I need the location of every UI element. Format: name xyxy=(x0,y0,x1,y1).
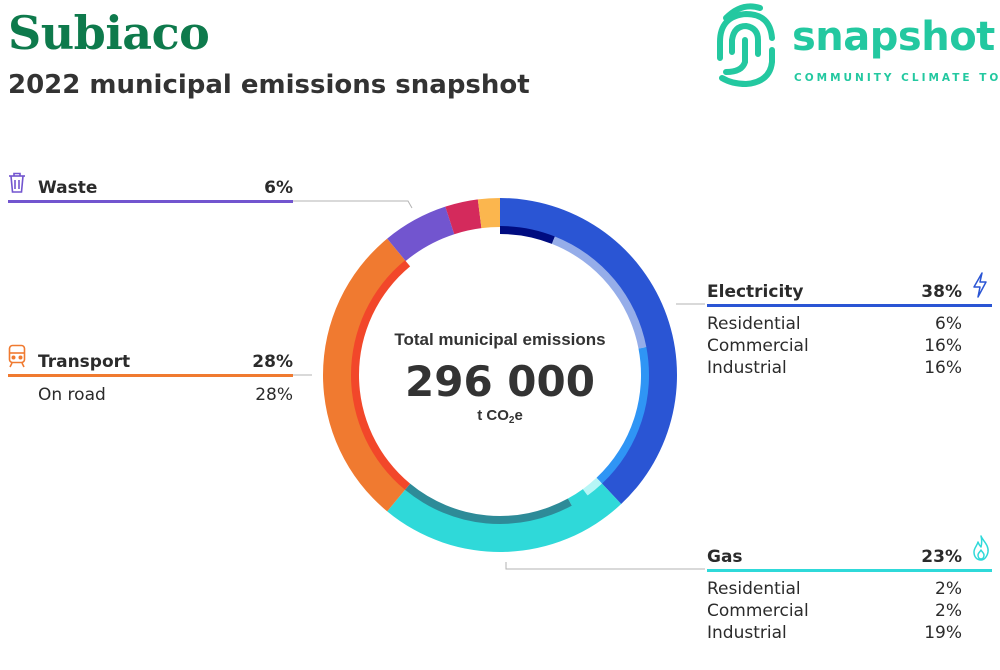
electricity-row-industrial: Industrial 16% xyxy=(707,358,962,378)
gas-legend: Gas 23% Residential 2% Commercial 2% Ind… xyxy=(707,535,992,647)
transport-title: Transport xyxy=(38,352,131,372)
waste-title: Waste xyxy=(38,178,98,198)
waste-percent: 6% xyxy=(264,178,293,198)
gas-underline xyxy=(707,569,992,572)
waste-slice xyxy=(387,206,455,261)
electricity-sub-percent: 16% xyxy=(924,336,962,356)
waste-legend: Waste 6% xyxy=(8,172,293,208)
subcategory-ring xyxy=(351,226,649,524)
gas-row-residential: Residential 2% xyxy=(707,579,962,599)
trash-bin-icon xyxy=(9,172,25,193)
logo-tagline: COMMUNITY CLIMATE TOOL xyxy=(794,72,1000,84)
gas-row-industrial: Industrial 19% xyxy=(707,623,962,643)
electricity-underline xyxy=(707,304,992,307)
center-label: Total municipal emissions xyxy=(394,330,605,349)
transport-sub-label: On road xyxy=(38,385,106,405)
gas-sub-label: Commercial xyxy=(707,601,809,621)
electricity-slice xyxy=(500,198,678,505)
gas-industrial-slice xyxy=(405,483,572,524)
electricity-sub-percent: 6% xyxy=(935,314,962,334)
electricity-sub-label: Industrial xyxy=(707,358,787,378)
electricity-sub-label: Residential xyxy=(707,314,801,334)
snapshot-logo: snapshot COMMUNITY CLIMATE TOOL xyxy=(712,0,1000,95)
gas-sub-percent: 2% xyxy=(935,579,962,599)
electricity-title: Electricity xyxy=(707,282,804,302)
flame-icon xyxy=(973,535,989,561)
page-subtitle: 2022 municipal emissions snapshot xyxy=(8,70,530,100)
electricity-commercial-slice xyxy=(551,236,647,349)
other-4-slice xyxy=(445,199,482,235)
gas-sub-label: Industrial xyxy=(707,623,787,643)
transport-percent: 28% xyxy=(252,352,293,372)
logo-wordmark: snapshot xyxy=(792,14,995,60)
transport-sub-percent: 28% xyxy=(255,385,293,405)
gas-row-commercial: Commercial 2% xyxy=(707,601,962,621)
transport-legend: Transport 28% On road 28% xyxy=(8,344,293,412)
electricity-percent: 38% xyxy=(921,282,962,302)
fingerprint-logo-icon xyxy=(717,3,775,88)
electricity-sub-label: Commercial xyxy=(707,336,809,356)
train-icon xyxy=(8,344,26,368)
center-unit: t CO2e xyxy=(477,407,523,426)
gas-sub-percent: 19% xyxy=(924,623,962,643)
gas-sub-label: Residential xyxy=(707,579,801,599)
transport-underline xyxy=(8,374,293,377)
electricity-legend: Electricity 38% Residential 6% Commercia… xyxy=(707,272,992,382)
waste-connector xyxy=(292,200,413,209)
electricity-row-commercial: Commercial 16% xyxy=(707,336,962,356)
transport-on-road-slice xyxy=(351,260,411,490)
other-5-slice xyxy=(477,198,500,229)
gas-percent: 23% xyxy=(921,547,962,567)
electricity-row-residential: Residential 6% xyxy=(707,314,962,334)
transport-row-on-road: On road 28% xyxy=(8,385,293,405)
lightning-icon xyxy=(973,272,987,298)
gas-title: Gas xyxy=(707,547,743,567)
page-title: Subiaco xyxy=(8,6,210,60)
gas-sub-percent: 2% xyxy=(935,601,962,621)
gas-connector xyxy=(505,562,705,570)
waste-underline xyxy=(8,200,293,203)
electricity-residential-slice xyxy=(500,226,555,244)
gas-commercial-slice xyxy=(567,489,588,506)
center-total: 296 000 xyxy=(405,357,595,406)
gas-slice xyxy=(387,482,622,552)
electricity-sub-percent: 16% xyxy=(924,358,962,378)
transport-slice xyxy=(323,238,406,512)
gas-residential-slice xyxy=(582,477,602,496)
connector-lines xyxy=(292,200,705,570)
category-ring xyxy=(323,198,678,552)
electricity-industrial-slice xyxy=(596,347,649,484)
